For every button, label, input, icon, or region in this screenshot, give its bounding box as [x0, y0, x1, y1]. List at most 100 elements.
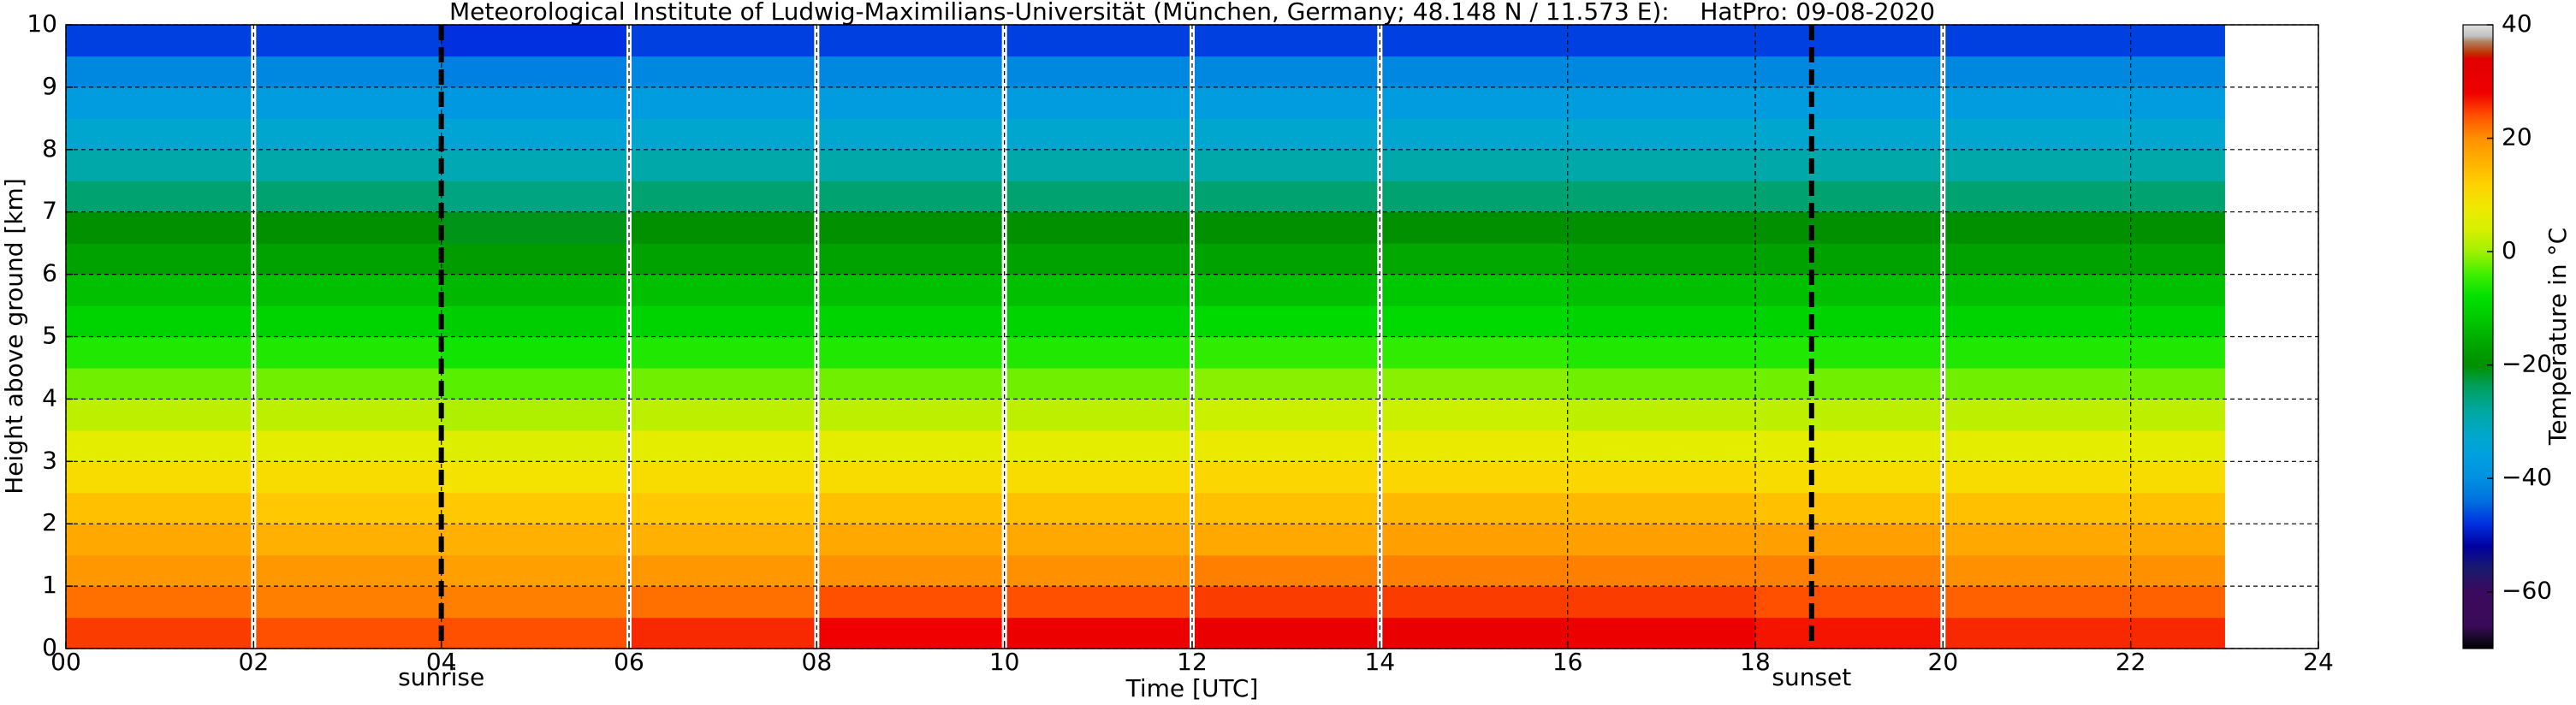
heatmap-cell	[253, 243, 442, 275]
heatmap-cell	[1192, 586, 1380, 619]
heatmap-cell	[629, 524, 817, 556]
heatmap-cell	[629, 181, 817, 213]
x-tick-label: 14	[1365, 648, 1396, 676]
heatmap-cell	[629, 86, 817, 119]
heatmap-cell	[629, 430, 817, 462]
heatmap-cell	[629, 336, 817, 369]
heatmap-cell	[1755, 25, 1944, 57]
heatmap-cell	[1004, 492, 1193, 524]
heatmap-cell	[1380, 492, 1569, 524]
x-tick-label: 20	[1928, 648, 1959, 676]
colorbar-tick-label: −40	[2502, 463, 2552, 491]
heatmap-cell	[66, 461, 254, 494]
x-tick-label: 12	[1177, 648, 1208, 676]
heatmap-cell	[1943, 492, 2132, 524]
heatmap-cell	[1567, 399, 1756, 431]
heatmap-cell	[629, 492, 817, 524]
heatmap-cell	[441, 86, 630, 119]
heatmap-cell	[1567, 524, 1756, 556]
heatmap-cell	[66, 86, 254, 119]
heatmap-cell	[441, 56, 630, 88]
heatmap-cell	[629, 118, 817, 151]
heatmap-cell	[441, 554, 630, 587]
heatmap-cell	[629, 274, 817, 306]
heatmap-cell	[816, 617, 1006, 649]
heatmap-cell	[2130, 181, 2225, 213]
heatmap-cell	[1004, 367, 1193, 400]
heatmap-cell	[441, 243, 630, 275]
y-axis-label: Height above ground [km]	[0, 178, 28, 495]
heatmap-cell	[1004, 554, 1193, 587]
heatmap-cell	[2130, 149, 2225, 181]
heatmap-cell	[66, 25, 254, 57]
heatmap-cell	[66, 243, 254, 275]
heatmap-cell	[253, 430, 442, 462]
heatmap-cell	[1380, 211, 1569, 244]
heatmap-cell	[441, 492, 630, 524]
heatmap-cell	[1380, 367, 1569, 400]
heatmap-cell	[1004, 211, 1193, 244]
heatmap-cell	[1567, 492, 1756, 524]
heatmap-cell	[2130, 430, 2225, 462]
heatmap-cell	[1943, 554, 2132, 587]
heatmap-cell	[441, 524, 630, 556]
heatmap-cell	[1755, 149, 1944, 181]
heatmap-cell	[1943, 149, 2132, 181]
heatmap-cell	[253, 554, 442, 587]
heatmap-cell	[1567, 617, 1756, 649]
y-tick-label: 7	[42, 197, 57, 225]
heatmap-cell	[253, 336, 442, 369]
heatmap-cell	[66, 617, 254, 649]
heatmap-cell	[1004, 430, 1193, 462]
heatmap-cell	[66, 118, 254, 151]
heatmap-cell	[1004, 181, 1193, 213]
heatmap-cell	[441, 617, 630, 649]
heatmap-cell	[253, 86, 442, 119]
heatmap-cell	[816, 181, 1006, 213]
heatmap-cell	[1004, 461, 1193, 494]
y-tick-label: 2	[42, 508, 57, 536]
annotation-label: sunset	[1772, 663, 1851, 691]
heatmap-cell	[1380, 586, 1569, 619]
heatmap-cell	[1380, 305, 1569, 338]
heatmap-cell	[1380, 399, 1569, 431]
heatmap-cell	[1567, 305, 1756, 338]
heatmap-cell	[253, 149, 442, 181]
heatmap-cell	[629, 305, 817, 338]
heatmap-cell	[2130, 86, 2225, 119]
x-tick-label: 16	[1552, 648, 1583, 676]
heatmap-cell	[2130, 243, 2225, 275]
heatmap-cell	[1192, 243, 1380, 275]
heatmap-cell	[441, 25, 630, 57]
heatmap-cell	[2130, 274, 2225, 306]
y-tick-label: 1	[42, 571, 57, 599]
heatmap-cell	[816, 461, 1006, 494]
x-tick-label: 08	[802, 648, 833, 676]
heatmap-cell	[1755, 56, 1944, 88]
heatmap-cell	[1567, 586, 1756, 619]
heatmap-cell	[1192, 336, 1380, 369]
heatmap-cell	[1755, 461, 1944, 494]
heatmap-cell	[629, 399, 817, 431]
heatmap-cell	[1567, 149, 1756, 181]
y-tick-label: 8	[42, 134, 57, 163]
x-tick-label: 00	[50, 648, 81, 676]
colorbar	[2462, 24, 2494, 649]
heatmap-cell	[1943, 586, 2132, 619]
heatmap-cell	[441, 586, 630, 619]
heatmap-cell	[629, 56, 817, 88]
heatmap-cell	[441, 211, 630, 244]
chart-title: Meteorological Institute of Ludwig-Maxim…	[449, 0, 1935, 26]
heatmap-cell	[1755, 430, 1944, 462]
heatmap-cell	[253, 56, 442, 88]
heatmap-cell	[66, 56, 254, 88]
y-tick-label: 10	[27, 9, 57, 38]
heatmap-cell	[1943, 336, 2132, 369]
heatmap-cell	[253, 211, 442, 244]
annotation-label: sunrise	[398, 663, 484, 691]
heatmap-cell	[1192, 86, 1380, 119]
x-tick-label: 24	[2303, 648, 2334, 676]
colorbar-tick-label: 0	[2502, 236, 2517, 264]
heatmap-cell	[66, 274, 254, 306]
heatmap-cell	[1004, 336, 1193, 369]
